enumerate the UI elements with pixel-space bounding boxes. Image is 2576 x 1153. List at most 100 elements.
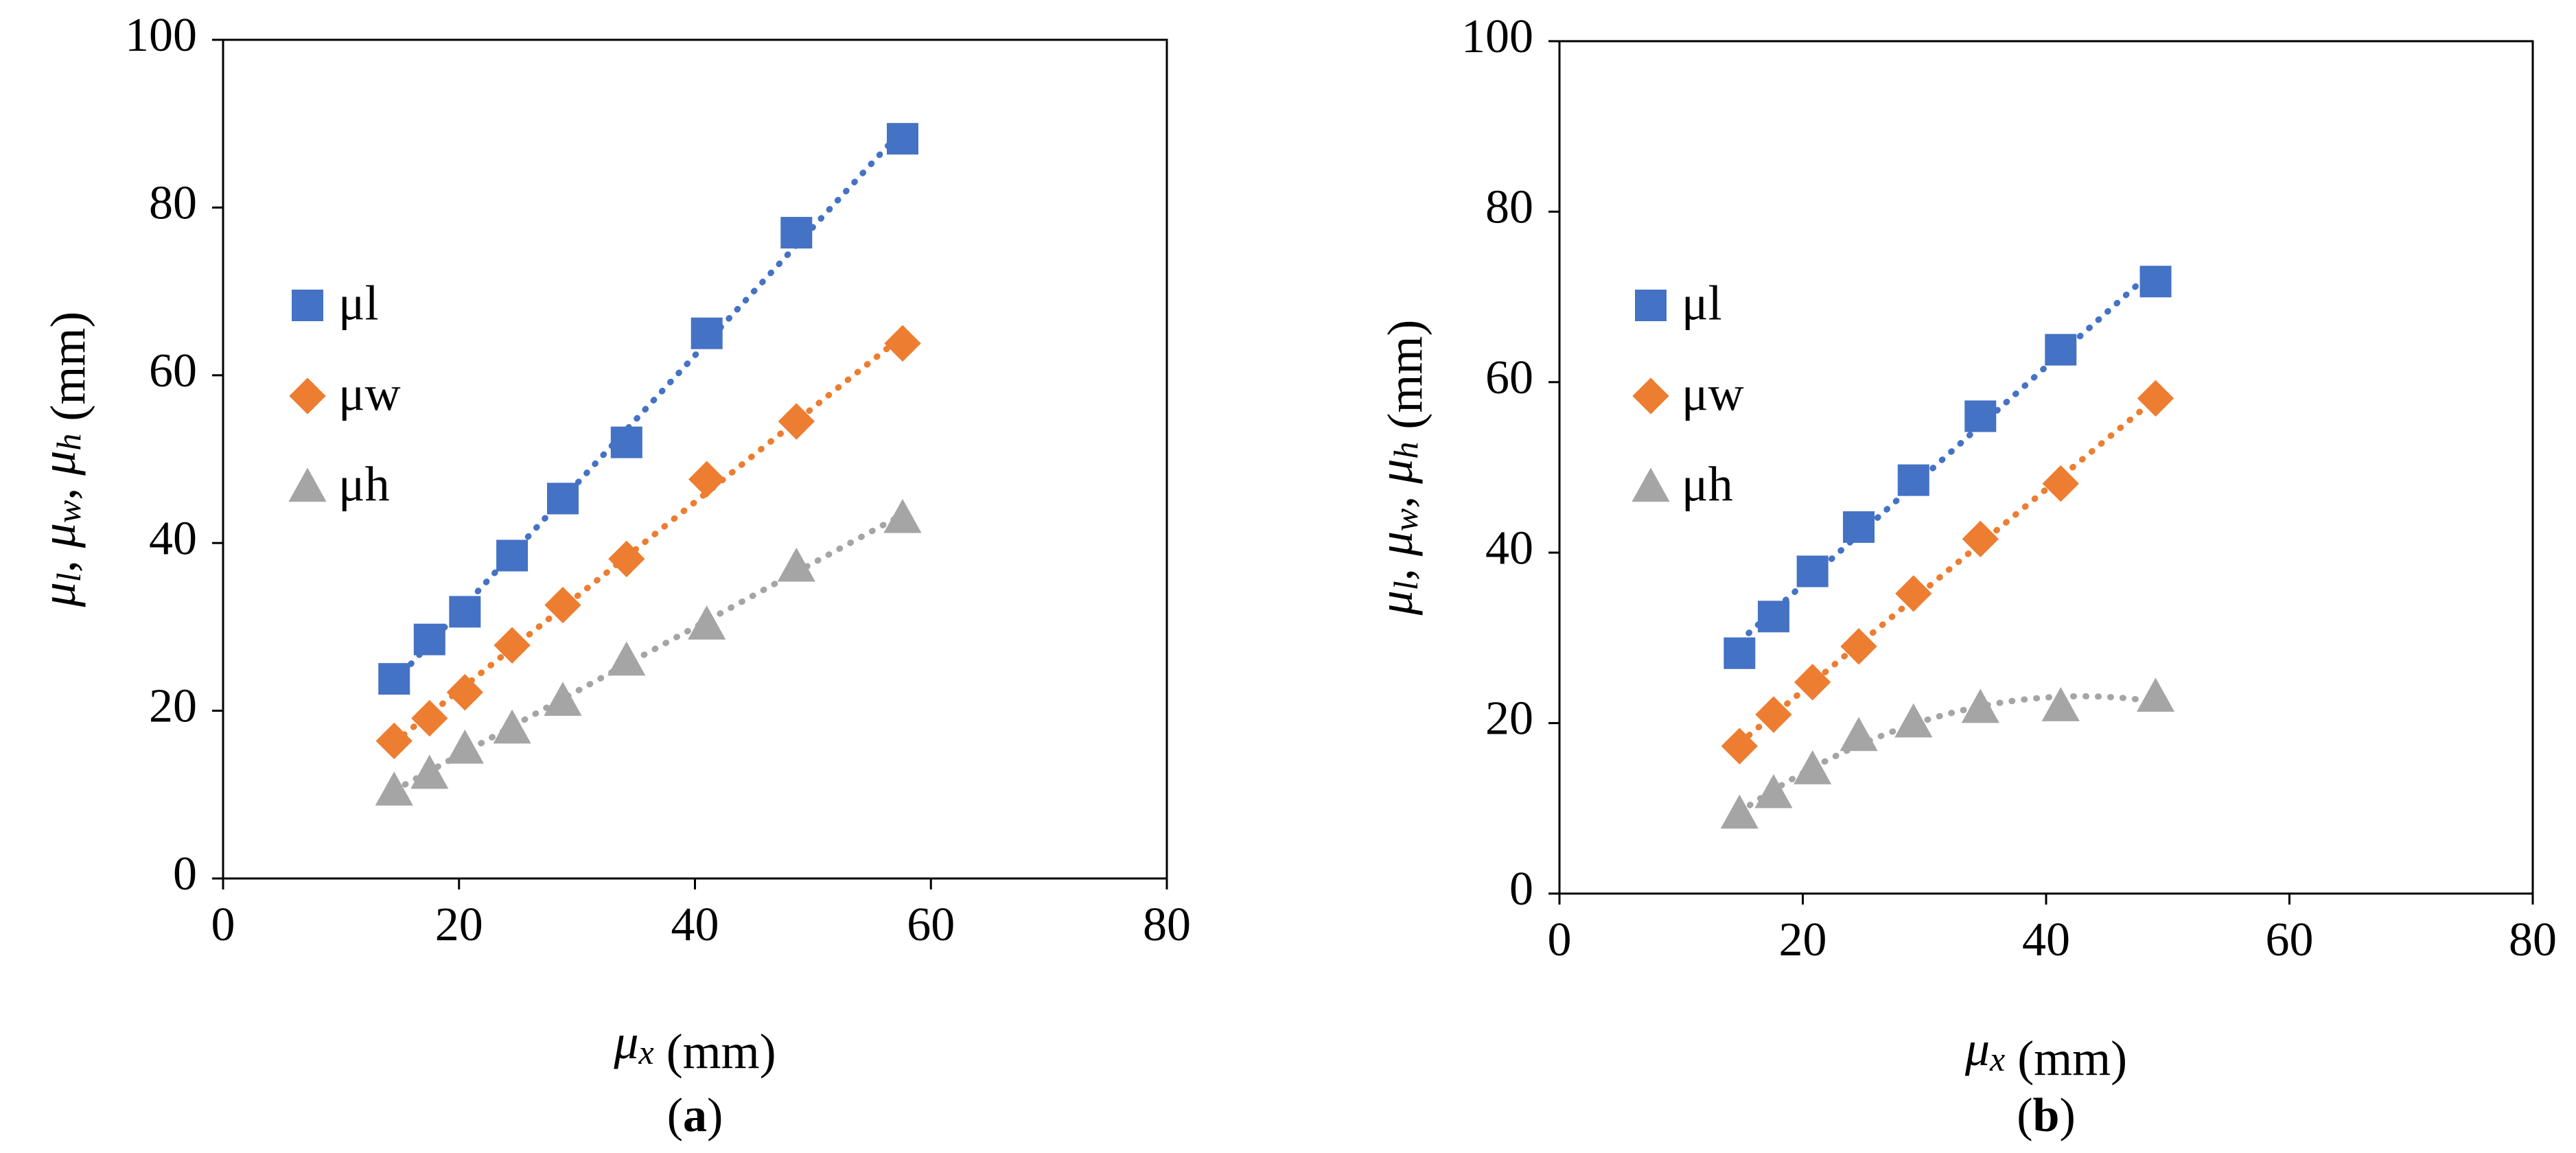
data-point-μw	[375, 722, 413, 760]
trendline-μh	[391, 511, 906, 794]
data-point-μh	[1840, 717, 1878, 752]
data-point-μw	[1962, 520, 1999, 558]
data-point-μl	[1964, 400, 1997, 432]
series-μh	[1720, 677, 2175, 829]
y-tick-label: 80	[149, 176, 197, 229]
x-tick-label: 60	[907, 898, 955, 951]
data-point-μw	[1895, 575, 1932, 612]
y-axis-title: μl, μw, μh (mm)	[31, 312, 95, 608]
data-point-μl	[2045, 334, 2077, 366]
legend-label-μh: μh	[1682, 457, 1733, 512]
x-tick-label: 80	[2509, 913, 2557, 966]
data-point-μh	[777, 547, 815, 582]
data-point-μw	[1721, 727, 1759, 765]
chart-panel-a: 0 20 40 60 80 0 20 40 60 80 100 μx (mm) μl, μw, μh (…	[31, 9, 1191, 1142]
data-point-μh	[410, 754, 449, 789]
trendline-μl	[391, 126, 906, 686]
panel-label: (b)	[2017, 1089, 2076, 1142]
data-point-μl	[2139, 266, 2172, 298]
y-tick-label: 60	[1485, 351, 1533, 404]
data-point-μl	[610, 426, 642, 458]
data-point-μw	[446, 674, 484, 711]
data-point-μl	[691, 317, 723, 349]
y-tick-label: 20	[149, 680, 197, 733]
x-axis-title: μx (mm)	[1964, 1021, 2127, 1086]
x-tick-label: 60	[2266, 913, 2314, 966]
legend-item-μh: μh	[1632, 457, 1733, 512]
data-point-μh	[1720, 794, 1759, 829]
data-point-μw	[494, 627, 531, 664]
x-tick-label: 20	[435, 898, 483, 951]
y-tick-label: 0	[1509, 863, 1533, 916]
series-μh	[375, 498, 922, 806]
data-point-μh	[1754, 773, 1793, 808]
data-point-μh	[1961, 688, 1999, 723]
x-tick-label: 0	[211, 898, 235, 951]
data-point-μh	[883, 498, 922, 533]
legend-label-μw: μw	[1682, 366, 1744, 421]
legend-label-μl: μl	[338, 276, 379, 331]
data-point-μl	[1724, 637, 1756, 669]
data-point-μw	[884, 325, 921, 362]
data-point-μh	[375, 771, 413, 806]
data-point-μl	[780, 217, 813, 249]
series-μl	[378, 123, 918, 695]
x-axis-title: μx (mm)	[613, 1014, 776, 1079]
data-point-μl	[887, 123, 918, 155]
data-point-μw	[608, 540, 645, 578]
data-point-μl	[413, 623, 445, 655]
x-tick-label: 80	[1143, 898, 1191, 951]
legend-label-μw: μw	[338, 366, 401, 421]
data-point-μl	[496, 539, 529, 572]
data-point-μh	[493, 709, 531, 744]
y-tick-label: 100	[125, 9, 197, 62]
y-tick-label: 100	[1461, 10, 1533, 63]
data-point-μw	[778, 403, 815, 440]
data-point-μl	[1796, 555, 1829, 587]
legend-item-μl: μl	[1635, 276, 1722, 331]
data-point-μl	[378, 663, 410, 695]
legend-item-μw: μw	[289, 366, 401, 421]
y-axis-title: μl, μw, μh (mm)	[1368, 320, 1432, 616]
legend-label-μh: μh	[338, 457, 390, 512]
chart-panel-b: 0 20 40 60 80 0 20 40 60 80 100 μx (mm) μl, μw, μh (…	[1368, 10, 2557, 1142]
data-point-μw	[411, 699, 448, 737]
series-μw	[1721, 380, 2174, 765]
trendline-μw	[391, 333, 906, 746]
data-point-μw	[1840, 628, 1877, 665]
legend-marker-μw	[289, 377, 326, 415]
data-point-μl	[1843, 511, 1875, 543]
legend-marker-μl	[292, 290, 323, 321]
legend-marker-μh	[1632, 467, 1670, 502]
data-point-μh	[2041, 687, 2080, 721]
series-μw	[375, 325, 921, 760]
data-point-μw	[544, 586, 581, 624]
y-tick-label: 20	[1485, 692, 1533, 745]
data-point-μh	[688, 605, 726, 640]
data-point-μw	[2042, 465, 2079, 502]
legend-item-μl: μl	[292, 276, 379, 331]
data-point-μh	[445, 729, 484, 764]
data-point-μl	[547, 482, 579, 515]
data-point-μh	[2136, 677, 2175, 712]
y-tick-label: 40	[1485, 522, 1533, 574]
x-tick-label: 20	[1779, 913, 1827, 966]
series-μl	[1724, 265, 2172, 669]
data-point-μl	[449, 596, 481, 628]
data-point-μh	[607, 641, 646, 676]
y-tick-label: 60	[149, 345, 197, 397]
trendline-μh	[1736, 692, 2159, 815]
data-point-μl	[1757, 601, 1789, 633]
x-tick-label: 40	[671, 898, 719, 951]
legend-marker-μw	[1632, 377, 1669, 415]
data-point-μh	[1794, 750, 1832, 784]
legend-label-μl: μl	[1682, 276, 1722, 331]
data-point-μh	[544, 682, 582, 717]
y-tick-label: 40	[149, 512, 197, 565]
legend-item-μw: μw	[1632, 366, 1744, 421]
legend-marker-μh	[288, 467, 327, 502]
panel-label: (a)	[667, 1089, 723, 1142]
data-point-μw	[1755, 696, 1792, 733]
legend-item-μh: μh	[288, 457, 390, 512]
